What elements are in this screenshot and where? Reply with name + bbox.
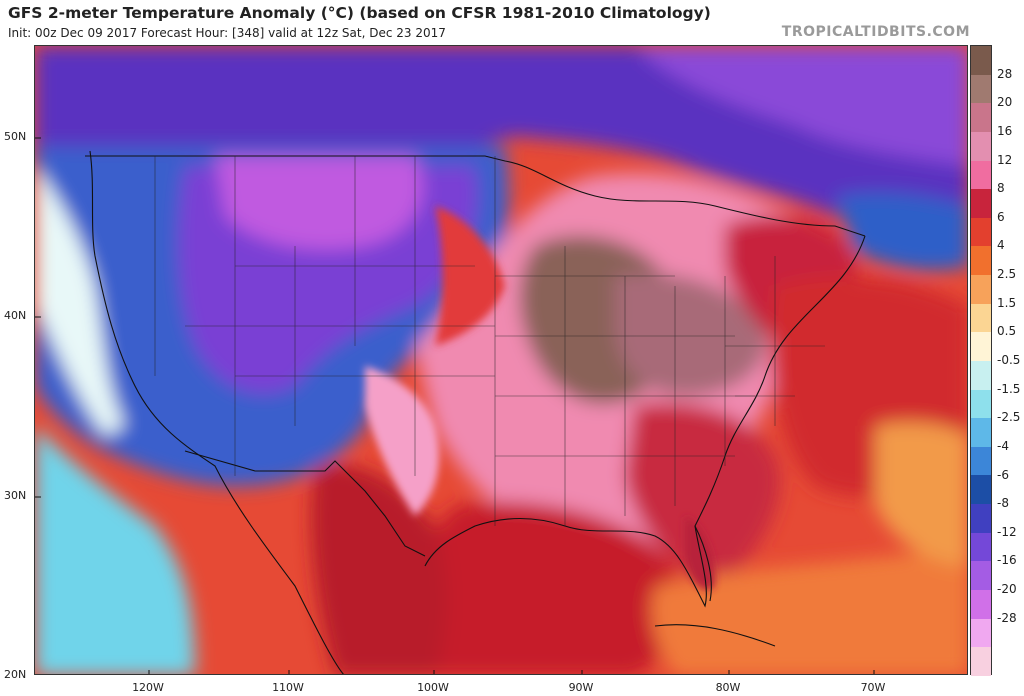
colorbar-swatch [971,189,991,218]
colorbar-label: 20 [997,95,1013,110]
lon-label-70w: 70W [860,681,886,694]
atlantic-canada-blue [835,191,967,271]
colorbar-swatch [971,332,991,361]
cuba-outline [654,624,776,647]
florida-peninsula [694,525,712,602]
colorbar-swatch [971,103,991,132]
colorbar-swatch [971,131,991,161]
lon-label-100w: 100W [417,681,449,694]
colorbar-label: -28 [997,610,1017,625]
colorbar-swatch [971,618,991,648]
us-east-gulf-coastline [424,235,866,608]
colorbar-label: -0.5 [997,353,1021,367]
us-canada-border [85,155,866,237]
hudson-magenta [635,46,967,166]
lat-label-50n: 50N [4,130,27,143]
ohio-valley-mauve [615,273,767,396]
colorbar-label: 12 [997,152,1013,167]
chart-title: GFS 2-meter Temperature Anomaly (°C) (ba… [8,4,711,22]
colorbar-swatch [971,504,991,533]
colorbar-swatch [971,217,991,247]
colorbar-label: 2.5 [997,267,1017,282]
colorbar-swatch [971,647,991,676]
colorbar-swatch [971,160,991,190]
lon-label-110w: 110W [272,681,304,694]
colorbar-label: -20 [997,582,1017,597]
colorbar-label: 6 [997,209,1005,224]
us-west-coastline [89,150,345,674]
colorbar-label: -12 [997,524,1017,539]
lon-label-80w: 80W [715,681,741,694]
coast-white-band [35,166,125,436]
forecast-info: Init: 00z Dec 09 2017 Forecast Hour: [34… [8,26,446,40]
texas-pink-streak [365,366,439,516]
colorbar-label: 1.5 [997,295,1017,310]
colorbar-label: -4 [997,438,1009,453]
colorbar-swatch [971,561,991,590]
colorbar-swatch [971,389,991,419]
colorbar-label: -16 [997,553,1017,568]
colorbar-label: 0.5 [997,324,1017,339]
state-lines-central [494,156,755,526]
colorbar-swatch [971,303,991,333]
source-watermark: TROPICALTIDBITS.COM [781,24,970,40]
colorbar-swatch [971,46,991,75]
colorbar-label: -6 [997,467,1009,482]
colorbar-label: 4 [997,238,1005,253]
pacific-coast-cyan [35,426,195,674]
state-lines-west [154,156,495,476]
colorbar-swatch [971,246,991,275]
montana-magenta [215,156,423,250]
state-lines-east [724,256,825,466]
colorbar-swatch [971,475,991,504]
colorbar-swatch [971,418,991,447]
us-mexico-border [184,450,426,557]
colorbar-swatch [971,275,991,304]
colorbar-label: -2.5 [997,410,1021,425]
lon-label-90w: 90W [568,681,594,694]
southeast-red [625,403,781,586]
colorbar-swatch [971,446,991,476]
colorbar [970,45,992,676]
colorbar-label: 28 [997,66,1013,81]
colorbar-label: 8 [997,181,1005,196]
lat-label-30n: 30N [4,489,27,502]
gulf-red [411,502,680,674]
lon-label-120w: 120W [132,681,164,694]
colorbar-swatch [971,532,991,562]
colorbar-label: -1.5 [997,381,1021,396]
anomaly-map [34,45,968,675]
lat-label-40n: 40N [4,309,27,322]
colorbar-swatch [971,74,991,104]
caribbean-orange [651,546,967,674]
lat-label-20n: 20N [4,668,27,681]
colorbar-swatch [971,360,991,390]
colorbar-label: 16 [997,123,1013,138]
colorbar-swatch [971,589,991,619]
east-atlantic-orange [875,421,967,566]
colorbar-label: -8 [997,496,1009,511]
nebraska-boundary-red [435,206,505,346]
mexico-red [311,464,447,674]
